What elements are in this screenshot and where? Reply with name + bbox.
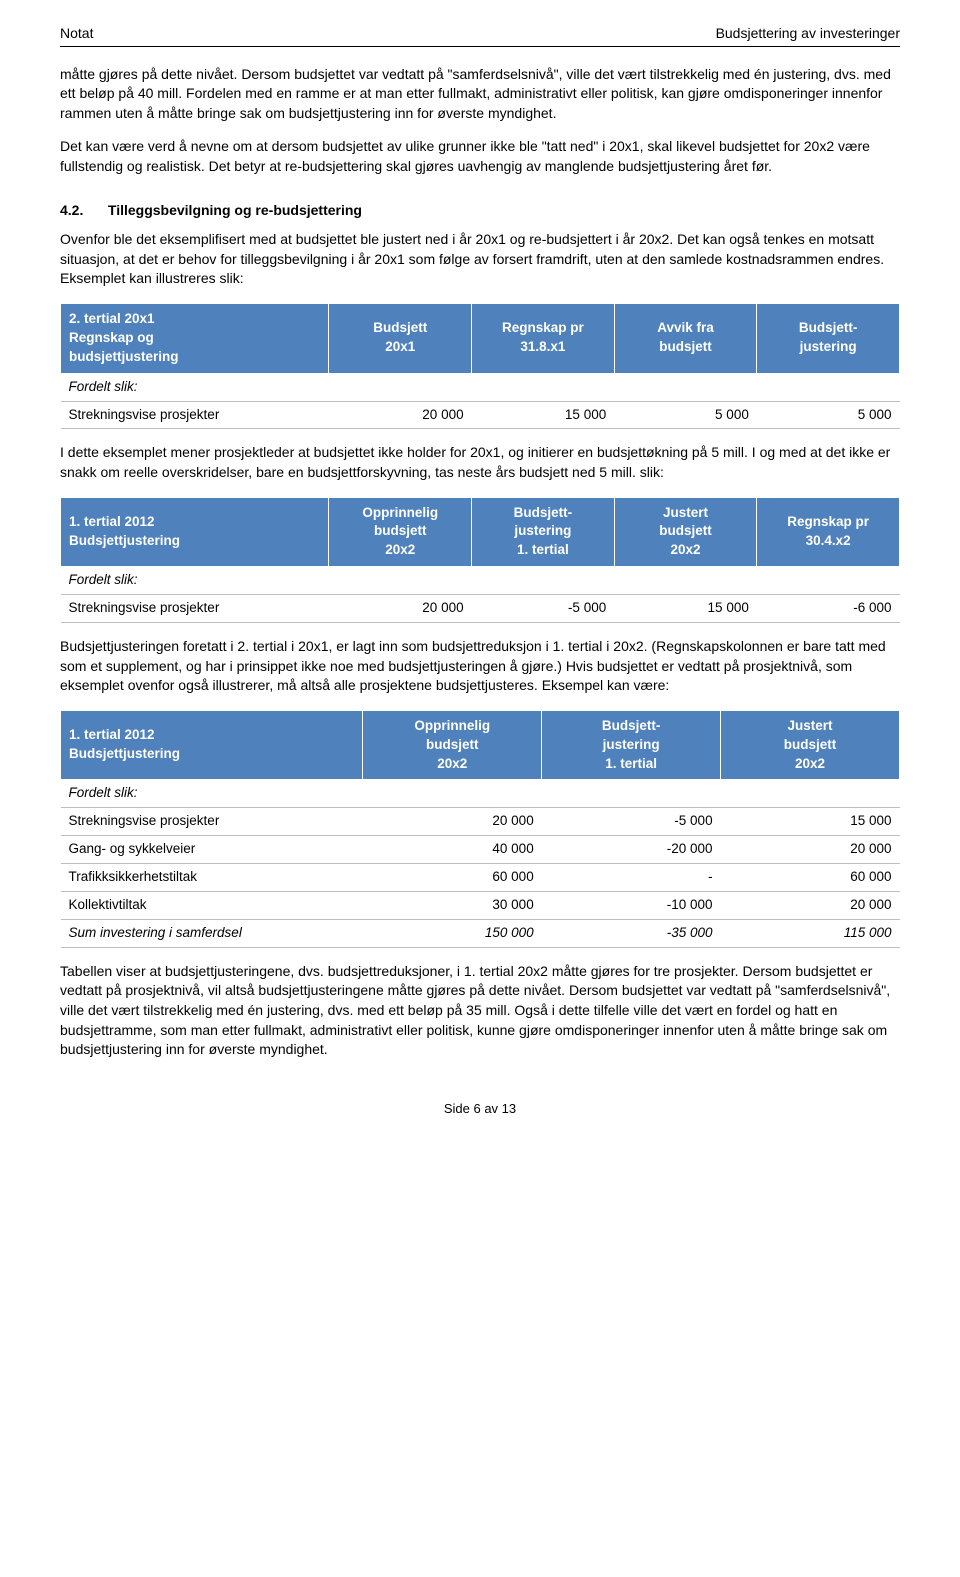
table-header-row: 2. tertial 20x1Regnskap ogbudsjettjuster…	[61, 303, 900, 373]
table-row: Kollektivtiltak 30 000 -10 000 20 000	[61, 892, 900, 920]
table-cell: 20 000	[329, 401, 472, 429]
paragraph: måtte gjøres på dette nivået. Dersom bud…	[60, 65, 900, 124]
table-header-row: 1. tertial 2012Budsjettjustering Opprinn…	[61, 710, 900, 780]
table-cell: 5 000	[614, 401, 757, 429]
table-header: Avvik frabudsjett	[614, 303, 757, 373]
page-header: Notat Budsjettering av investeringer	[60, 24, 900, 47]
table-cell: 20 000	[721, 836, 900, 864]
table-row: Fordelt slik:	[61, 780, 900, 808]
table-cell: -10 000	[542, 892, 721, 920]
table-header: Opprinneligbudsjett20x2	[329, 497, 472, 567]
table-1: 2. tertial 20x1Regnskap ogbudsjettjuster…	[60, 303, 900, 429]
table-row: Fordelt slik:	[61, 567, 900, 595]
paragraph: I dette eksemplet mener prosjektleder at…	[60, 443, 900, 482]
table-cell: -5 000	[472, 595, 615, 623]
table-header: Budsjett20x1	[329, 303, 472, 373]
table-cell: 60 000	[721, 864, 900, 892]
table-header: Budsjett-justering	[757, 303, 900, 373]
section-title: Tilleggsbevilgning og re-budsjettering	[108, 202, 362, 218]
table-cell: Sum investering i samferdsel	[61, 919, 363, 947]
table-cell: -35 000	[542, 919, 721, 947]
table-header: Justertbudsjett20x2	[614, 497, 757, 567]
table-cell: 15 000	[614, 595, 757, 623]
table-header: Regnskap pr31.8.x1	[472, 303, 615, 373]
table-row: Trafikksikkerhetstiltak 60 000 - 60 000	[61, 864, 900, 892]
table-header-row: 1. tertial 2012Budsjettjustering Opprinn…	[61, 497, 900, 567]
paragraph: Det kan være verd å nevne om at dersom b…	[60, 137, 900, 176]
fordelt-label: Fordelt slik:	[61, 780, 900, 808]
table-cell: 20 000	[363, 808, 542, 836]
table-cell: 5 000	[757, 401, 900, 429]
page-footer: Side 6 av 13	[60, 1100, 900, 1118]
table-header: Justertbudsjett20x2	[721, 710, 900, 780]
table-cell: -5 000	[542, 808, 721, 836]
table-cell: 60 000	[363, 864, 542, 892]
table-header: 1. tertial 2012Budsjettjustering	[61, 497, 329, 567]
table-cell: -	[542, 864, 721, 892]
table-header: Budsjett-justering1. tertial	[542, 710, 721, 780]
table-3: 1. tertial 2012Budsjettjustering Opprinn…	[60, 710, 900, 948]
table-header: Budsjett-justering1. tertial	[472, 497, 615, 567]
table-cell: 150 000	[363, 919, 542, 947]
fordelt-label: Fordelt slik:	[61, 567, 900, 595]
table-header: Opprinneligbudsjett20x2	[363, 710, 542, 780]
table-cell: 30 000	[363, 892, 542, 920]
table-cell: Strekningsvise prosjekter	[61, 808, 363, 836]
table-row: Gang- og sykkelveier 40 000 -20 000 20 0…	[61, 836, 900, 864]
table-header: Regnskap pr30.4.x2	[757, 497, 900, 567]
table-cell: 40 000	[363, 836, 542, 864]
header-right: Budsjettering av investeringer	[716, 24, 900, 44]
section-heading: 4.2. Tilleggsbevilgning og re-budsjetter…	[60, 201, 900, 221]
table-row: Strekningsvise prosjekter 20 000 -5 000 …	[61, 808, 900, 836]
table-sum-row: Sum investering i samferdsel 150 000 -35…	[61, 919, 900, 947]
fordelt-label: Fordelt slik:	[61, 373, 900, 401]
table-cell: Gang- og sykkelveier	[61, 836, 363, 864]
table-cell: Strekningsvise prosjekter	[61, 401, 329, 429]
table-cell: -20 000	[542, 836, 721, 864]
table-cell: 115 000	[721, 919, 900, 947]
table-header: 1. tertial 2012Budsjettjustering	[61, 710, 363, 780]
table-cell: 15 000	[721, 808, 900, 836]
table-row: Strekningsvise prosjekter 20 000 -5 000 …	[61, 595, 900, 623]
table-2: 1. tertial 2012Budsjettjustering Opprinn…	[60, 497, 900, 623]
header-left: Notat	[60, 24, 93, 44]
paragraph: Budsjettjusteringen foretatt i 2. tertia…	[60, 637, 900, 696]
paragraph: Ovenfor ble det eksemplifisert med at bu…	[60, 230, 900, 289]
table-cell: -6 000	[757, 595, 900, 623]
paragraph: Tabellen viser at budsjettjusteringene, …	[60, 962, 900, 1060]
table-row: Fordelt slik:	[61, 373, 900, 401]
table-cell: 20 000	[329, 595, 472, 623]
table-cell: 20 000	[721, 892, 900, 920]
section-number: 4.2.	[60, 201, 104, 221]
table-cell: Trafikksikkerhetstiltak	[61, 864, 363, 892]
table-cell: 15 000	[472, 401, 615, 429]
table-row: Strekningsvise prosjekter 20 000 15 000 …	[61, 401, 900, 429]
table-header: 2. tertial 20x1Regnskap ogbudsjettjuster…	[61, 303, 329, 373]
table-cell: Kollektivtiltak	[61, 892, 363, 920]
table-cell: Strekningsvise prosjekter	[61, 595, 329, 623]
